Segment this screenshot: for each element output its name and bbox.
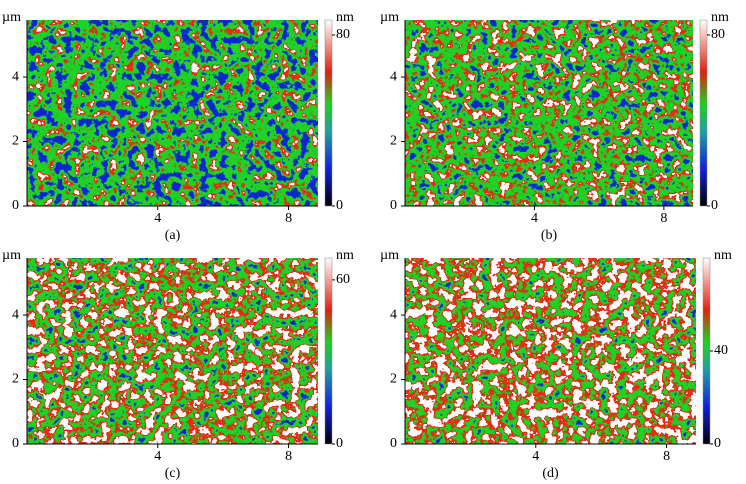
y-tick-label: 4 bbox=[390, 69, 397, 84]
colorbar-label: nm bbox=[336, 248, 354, 263]
y-tick-label: 0 bbox=[390, 198, 397, 213]
x-tick-label: 8 bbox=[660, 211, 667, 226]
colorbar-tick-label: 80 bbox=[711, 27, 725, 42]
colorbar-tick-label: 0 bbox=[336, 436, 343, 451]
panel-label: (d) bbox=[542, 466, 559, 481]
afm-image bbox=[405, 258, 696, 444]
x-tick-label: 4 bbox=[531, 211, 538, 226]
y-tick-label: 4 bbox=[390, 307, 397, 322]
y-tick-label: 2 bbox=[12, 372, 19, 387]
y-tick-label: 0 bbox=[390, 436, 397, 451]
x-tick-label: 8 bbox=[285, 449, 292, 464]
afm-image bbox=[27, 20, 318, 206]
colorbar-label: nm bbox=[711, 10, 729, 25]
x-tick-label: 8 bbox=[663, 449, 670, 464]
y-tick-label: 4 bbox=[12, 307, 19, 322]
x-tick-label: 8 bbox=[285, 211, 292, 226]
colorbar bbox=[324, 257, 333, 445]
y-tick-label: 4 bbox=[12, 69, 19, 84]
colorbar bbox=[324, 19, 333, 207]
panel-label: (a) bbox=[165, 228, 181, 243]
colorbar bbox=[699, 19, 708, 207]
colorbar-tick-label: 40 bbox=[714, 343, 728, 358]
colorbar-tick-label: 80 bbox=[336, 27, 350, 42]
y-tick-label: 0 bbox=[12, 436, 19, 451]
y-tick-label: 2 bbox=[12, 134, 19, 149]
afm-image bbox=[27, 258, 318, 444]
afm-image bbox=[405, 20, 693, 206]
y-tick-label: 2 bbox=[390, 372, 397, 387]
y-tick-label: 0 bbox=[12, 198, 19, 213]
colorbar-tick-label: 0 bbox=[336, 198, 343, 213]
colorbar-label: nm bbox=[336, 10, 354, 25]
y-axis-label: µm bbox=[2, 10, 21, 25]
colorbar-tick-label: 0 bbox=[711, 198, 718, 213]
colorbar bbox=[702, 257, 711, 445]
y-axis-label: µm bbox=[380, 10, 399, 25]
x-tick-label: 4 bbox=[532, 449, 539, 464]
colorbar-tick-label: 0 bbox=[714, 436, 721, 451]
x-tick-label: 4 bbox=[154, 211, 161, 226]
panel-label: (c) bbox=[165, 466, 181, 481]
colorbar-tick-label: 60 bbox=[336, 272, 350, 287]
panel-label: (b) bbox=[541, 228, 558, 243]
y-axis-label: µm bbox=[380, 248, 399, 263]
y-axis-label: µm bbox=[2, 248, 21, 263]
colorbar-label: nm bbox=[714, 248, 732, 263]
y-tick-label: 2 bbox=[390, 134, 397, 149]
x-tick-label: 4 bbox=[154, 449, 161, 464]
